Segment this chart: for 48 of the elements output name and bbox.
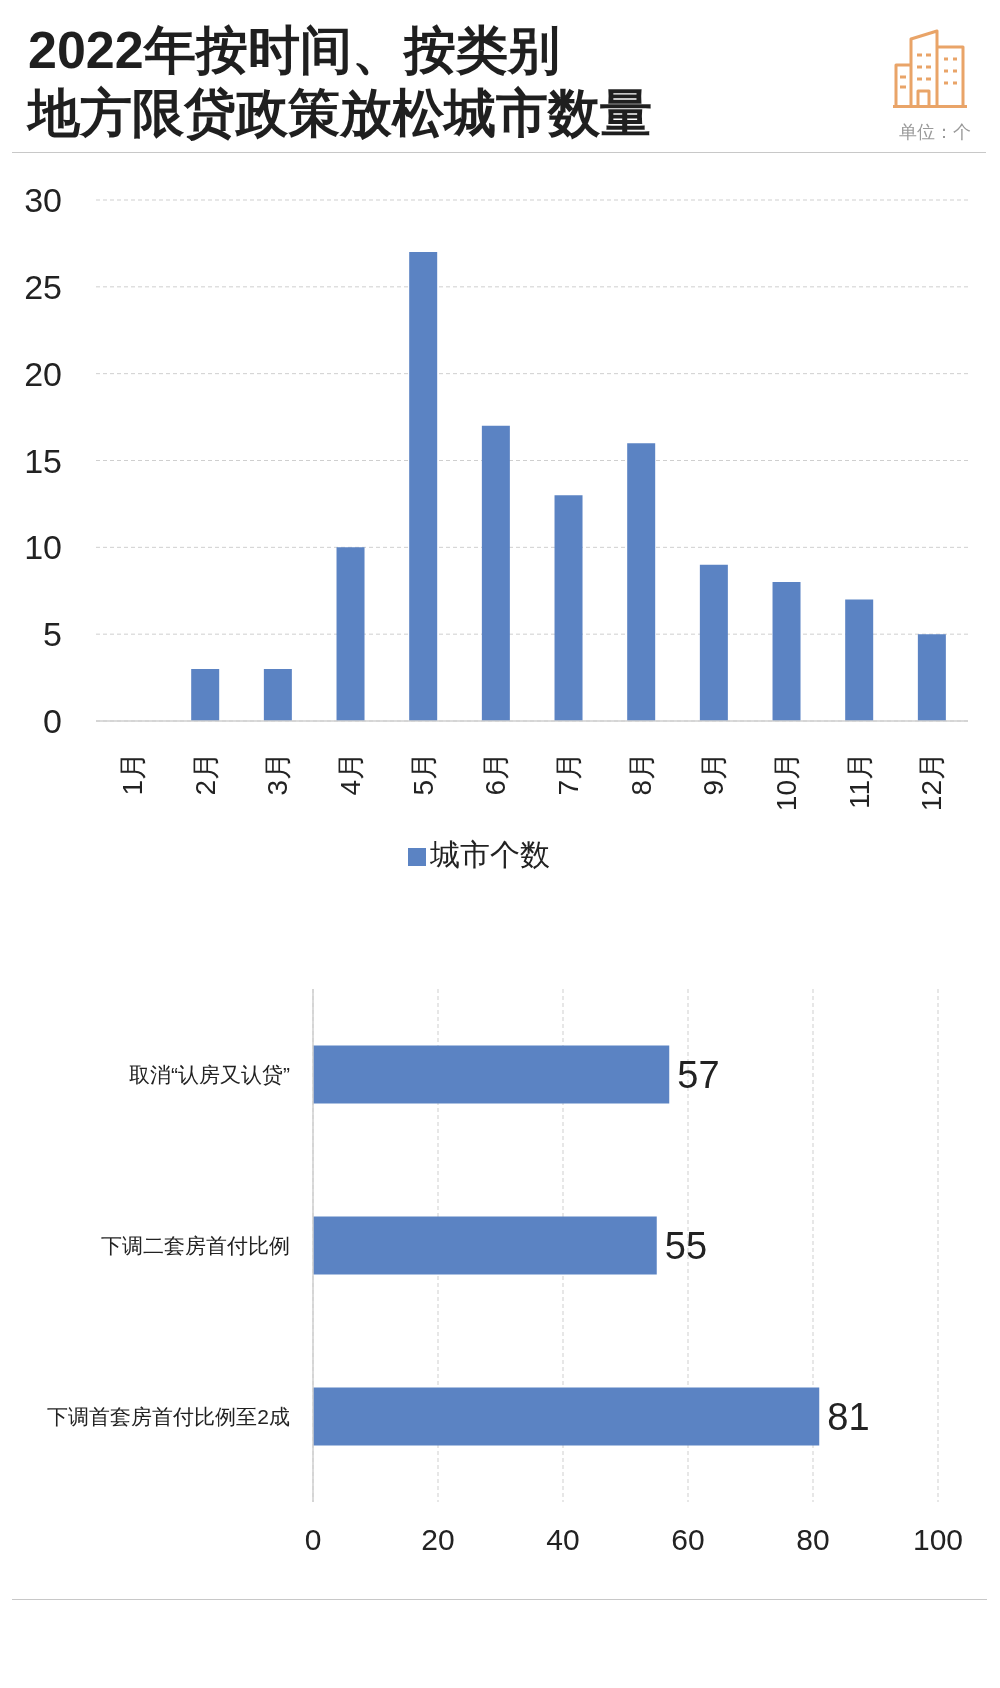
bar bbox=[845, 599, 874, 721]
y-tick-label: 5 bbox=[43, 615, 62, 654]
bar bbox=[336, 547, 365, 721]
y-tick-label: 取消“认房又认贷” bbox=[129, 1062, 290, 1086]
x-tick-label: 3月 bbox=[262, 752, 294, 796]
y-tick-label: 下调首套房首付比例至2成 bbox=[47, 1404, 290, 1428]
y-tick-label: 25 bbox=[24, 267, 62, 306]
y-tick-label: 15 bbox=[24, 441, 62, 480]
data-label: 55 bbox=[664, 1224, 708, 1267]
bar bbox=[917, 634, 946, 721]
bar bbox=[263, 668, 292, 721]
y-tick-label: 10 bbox=[24, 528, 62, 567]
x-tick-label: 4月 bbox=[334, 752, 366, 796]
x-tick-label: 10月 bbox=[770, 752, 802, 812]
x-tick-label: 20 bbox=[421, 1523, 455, 1557]
x-tick-label: 40 bbox=[546, 1523, 580, 1557]
x-tick-label: 8月 bbox=[625, 752, 657, 796]
y-tick-label: 下调二套房首付比例 bbox=[101, 1233, 290, 1257]
x-tick-label: 11月 bbox=[843, 752, 875, 810]
bar bbox=[313, 1387, 820, 1446]
x-tick-label: 0 bbox=[304, 1523, 322, 1557]
bar bbox=[409, 252, 438, 721]
bar bbox=[313, 1045, 670, 1104]
legend-label: 城市个数 bbox=[430, 838, 550, 871]
chart-title: 2022年按时间、按类别地方限贷政策放松城市数量 bbox=[28, 20, 653, 144]
x-tick-label: 100 bbox=[912, 1523, 964, 1557]
bar bbox=[191, 668, 220, 721]
bar bbox=[772, 582, 801, 721]
x-tick-label: 6月 bbox=[480, 752, 512, 796]
bar bbox=[699, 564, 728, 721]
y-tick-label: 0 bbox=[43, 702, 62, 741]
x-tick-label: 9月 bbox=[698, 752, 730, 796]
x-tick-label: 60 bbox=[671, 1523, 705, 1557]
data-label: 81 bbox=[827, 1395, 870, 1438]
bar bbox=[627, 443, 656, 721]
data-label: 57 bbox=[677, 1053, 720, 1096]
x-tick-label: 7月 bbox=[552, 752, 584, 796]
bar bbox=[481, 425, 510, 721]
y-tick-label: 20 bbox=[24, 354, 62, 393]
x-tick-label: 5月 bbox=[407, 752, 439, 796]
x-tick-label: 1月 bbox=[116, 752, 148, 796]
bar bbox=[554, 495, 583, 721]
x-tick-label: 12月 bbox=[916, 752, 948, 812]
x-tick-label: 2月 bbox=[189, 752, 221, 796]
y-tick-label: 30 bbox=[24, 181, 62, 220]
x-tick-label: 80 bbox=[796, 1523, 830, 1557]
text: 单位：个 bbox=[899, 121, 971, 144]
bar bbox=[313, 1216, 657, 1275]
